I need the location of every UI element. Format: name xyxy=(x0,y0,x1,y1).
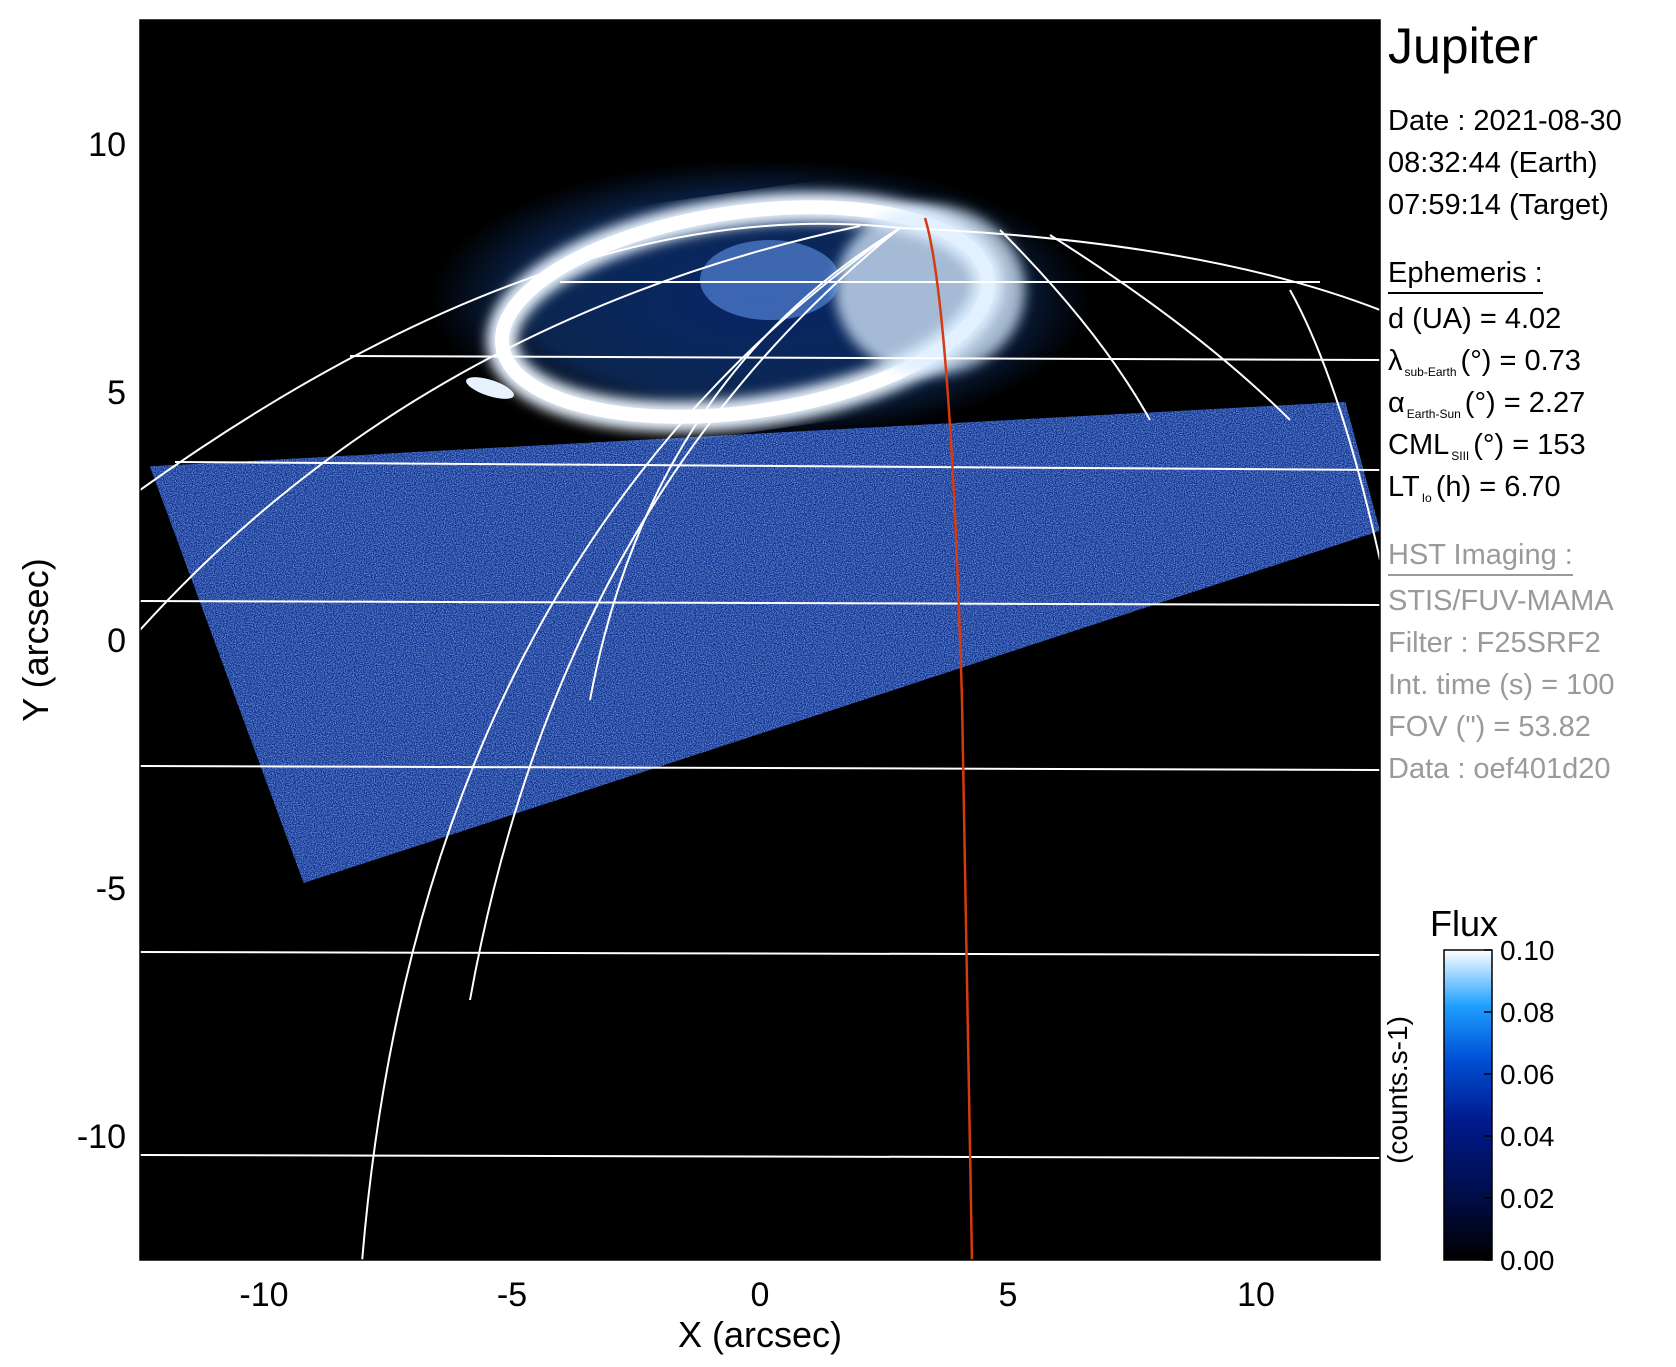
x-tick-label: 10 xyxy=(1237,1276,1275,1314)
ephemeris-heading: Ephemeris : xyxy=(1388,256,1543,294)
integration-time: Int. time (s) = 100 xyxy=(1388,669,1615,701)
x-axis: -10 -5 0 5 10 xyxy=(239,1250,1275,1314)
lat-lon-grid xyxy=(140,222,1380,1260)
colorbar xyxy=(1443,949,1493,1261)
x-tick-label: -5 xyxy=(497,1276,527,1314)
y-tick-label: 10 xyxy=(88,126,126,164)
lambda-value: (°) = 0.73 xyxy=(1460,345,1581,377)
lt-value: (h) = 6.70 xyxy=(1435,471,1561,503)
latitude-line xyxy=(140,600,1380,606)
field-of-view: FOV (") = 53.82 xyxy=(1388,711,1591,743)
cml-sub: SIII xyxy=(1451,449,1470,463)
lt-symbol: LT xyxy=(1388,471,1420,503)
image-noise xyxy=(149,401,1380,883)
alpha-value: (°) = 2.27 xyxy=(1464,387,1586,419)
central-meridian-longitude: CML SIII (°) = 153 xyxy=(1388,428,1586,467)
earth-time: 08:32:44 (Earth) xyxy=(1388,147,1598,179)
cml-meridian-line xyxy=(923,217,974,1260)
longitude-line xyxy=(140,225,861,631)
y-tick-label: -5 xyxy=(96,870,126,908)
filter: Filter : F25SRF2 xyxy=(1388,627,1601,659)
io-local-time: LT Io (h) = 6.70 xyxy=(1388,470,1561,509)
y-axis-title: Y (arcsec) xyxy=(15,558,56,721)
distance-value: d (UA) = 4.02 xyxy=(1388,303,1562,335)
limb-line-right xyxy=(1289,289,1380,561)
latitude-line xyxy=(174,461,1380,471)
longitude-line xyxy=(999,229,1151,421)
latitude-line xyxy=(140,765,1380,771)
polar-emission xyxy=(835,205,1025,375)
x-tick-label: 5 xyxy=(999,1276,1018,1314)
x-tick-label: -10 xyxy=(239,1276,288,1314)
lt-sub: Io xyxy=(1421,491,1432,505)
y-tick-label: 0 xyxy=(107,622,126,660)
lambda-sub: sub-Earth xyxy=(1404,365,1457,379)
colorbar-ticks: 0.10 0.08 0.06 0.04 0.02 0.00 xyxy=(1484,935,1555,1276)
colorbar-tick-label: 0.04 xyxy=(1500,1121,1555,1152)
colorbar-unit: (counts.s-1) xyxy=(1382,1016,1413,1164)
sub-earth-latitude: λ sub-Earth (°) = 0.73 xyxy=(1388,344,1581,383)
latitude-line xyxy=(349,355,1380,361)
alpha-symbol: α xyxy=(1388,387,1405,419)
longitude-line xyxy=(589,227,901,701)
data-id: Data : oef401d20 xyxy=(1388,753,1611,785)
planet-title: Jupiter xyxy=(1388,18,1539,74)
y-axis: 10 5 0 -5 -10 xyxy=(77,126,150,1156)
date-line: Date : 2021-08-30 xyxy=(1388,105,1622,137)
limb-line xyxy=(140,222,1380,491)
lambda-symbol: λ xyxy=(1388,345,1403,377)
longitude-line xyxy=(1049,234,1291,421)
io-footprint-arc xyxy=(466,377,514,399)
colorbar-tick-label: 0.06 xyxy=(1500,1059,1555,1090)
latitude-line xyxy=(140,1154,1380,1159)
colorbar-title: Flux xyxy=(1430,903,1499,944)
colorbar-tick-label: 0.02 xyxy=(1500,1183,1555,1214)
colorbar-tick-label: 0.08 xyxy=(1500,997,1555,1028)
alpha-sub: Earth-Sun xyxy=(1406,407,1461,421)
polar-emission-spot xyxy=(700,240,840,320)
hst-heading: HST Imaging : xyxy=(1388,538,1573,576)
latitude-line xyxy=(140,951,1380,956)
colorbar-tick-label: 0.00 xyxy=(1500,1245,1555,1276)
y-tick-label: -10 xyxy=(77,1118,126,1156)
cml-value: (°) = 153 xyxy=(1473,429,1586,461)
target-time: 07:59:14 (Target) xyxy=(1388,189,1609,221)
cml-symbol: CML xyxy=(1388,429,1450,461)
colorbar-tick-label: 0.10 xyxy=(1500,935,1555,966)
x-tick-label: 0 xyxy=(751,1276,770,1314)
phase-angle: α Earth-Sun (°) = 2.27 xyxy=(1388,386,1585,425)
instrument: STIS/FUV-MAMA xyxy=(1388,585,1614,617)
longitude-line xyxy=(469,227,901,1001)
x-axis-title: X (arcsec) xyxy=(678,1314,842,1355)
y-tick-label: 5 xyxy=(107,374,126,412)
info-panel: Jupiter Date : 2021-08-30 08:32:44 (Eart… xyxy=(1388,0,1676,1367)
